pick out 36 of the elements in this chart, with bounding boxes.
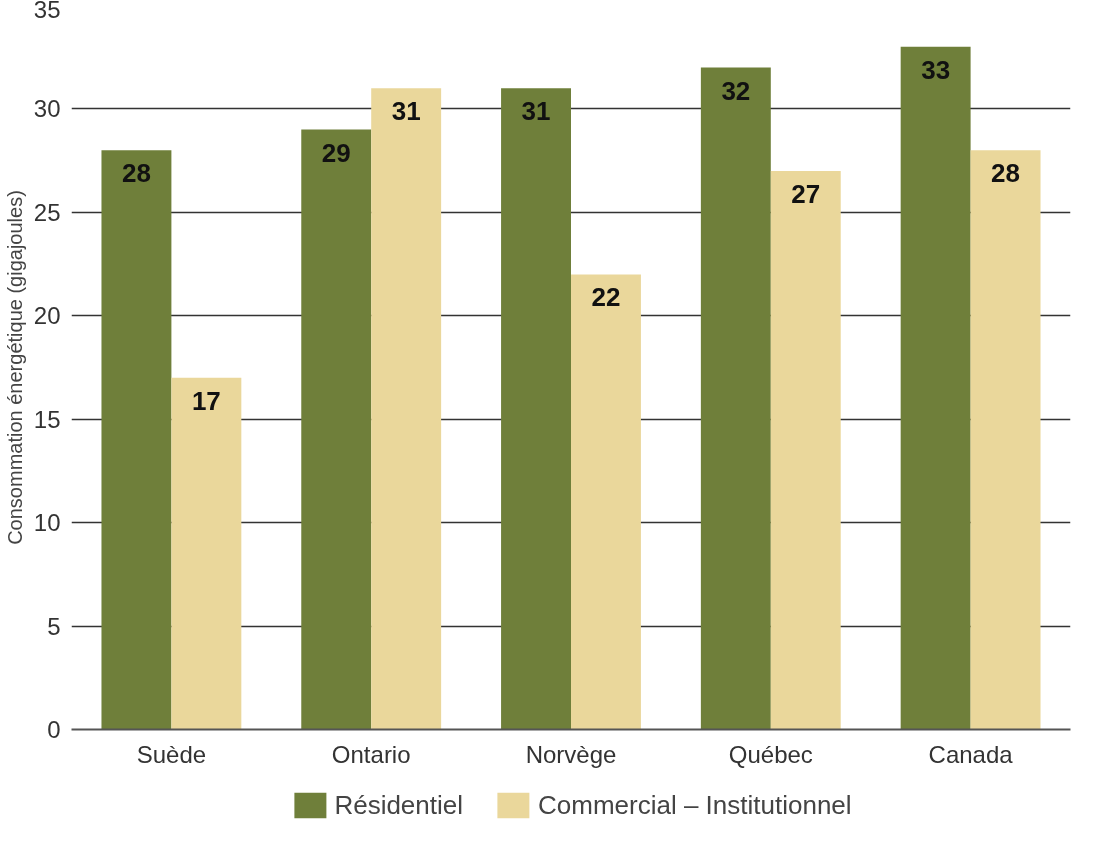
y-tick-label: 15 bbox=[33, 405, 61, 433]
data-label: 28 bbox=[121, 158, 151, 189]
y-tick-label: 30 bbox=[33, 95, 61, 123]
x-tick-label: Norvège bbox=[525, 740, 617, 768]
y-tick-label: 0 bbox=[47, 716, 61, 743]
data-label: 28 bbox=[991, 158, 1021, 189]
bar bbox=[371, 88, 442, 730]
x-tick-label: Canada bbox=[928, 740, 1014, 768]
data-label: 31 bbox=[391, 96, 421, 127]
bar bbox=[101, 150, 172, 730]
bar bbox=[571, 274, 641, 730]
bar bbox=[301, 129, 372, 730]
data-label: 33 bbox=[921, 54, 951, 85]
y-tick-label: 10 bbox=[33, 509, 61, 537]
legend-label: Commercial – Institutionnel bbox=[538, 789, 852, 821]
data-label: 32 bbox=[721, 75, 751, 106]
bar bbox=[700, 67, 771, 730]
x-tick-label: Ontario bbox=[331, 740, 411, 768]
bar bbox=[770, 170, 841, 730]
legend-label: Résidentiel bbox=[334, 789, 464, 821]
bar bbox=[970, 150, 1041, 730]
y-tick-label: 5 bbox=[47, 612, 61, 640]
data-label: 29 bbox=[321, 137, 351, 168]
x-tick-label: Suède bbox=[136, 740, 207, 768]
data-label: 17 bbox=[191, 385, 221, 416]
data-label: 22 bbox=[591, 282, 621, 313]
y-tick-label: 25 bbox=[33, 198, 61, 226]
data-label: 27 bbox=[791, 178, 821, 209]
bar bbox=[900, 46, 971, 730]
y-tick-label: 20 bbox=[33, 302, 61, 330]
y-tick-label: 35 bbox=[33, 0, 61, 23]
bar bbox=[171, 377, 242, 730]
data-label: 31 bbox=[521, 96, 551, 127]
bar bbox=[501, 88, 571, 730]
y-axis-title: Consommation énergétique (gigajoules) bbox=[3, 190, 26, 545]
x-tick-label: Québec bbox=[728, 740, 813, 768]
